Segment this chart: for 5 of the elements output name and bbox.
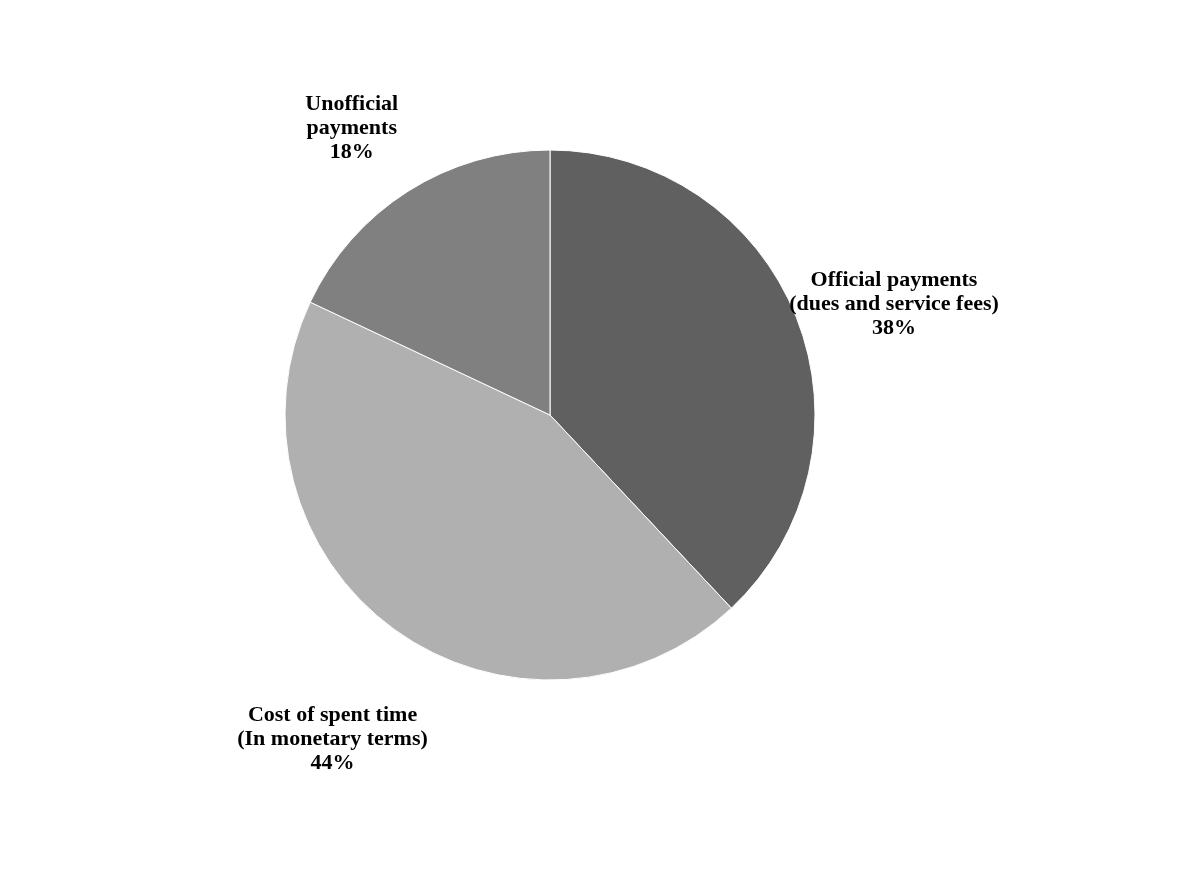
- slice-label: Official payments (dues and service fees): [789, 265, 999, 315]
- data-label: 44%: [310, 749, 355, 775]
- slice-label: Cost of spent time (In monetary terms): [237, 701, 428, 751]
- data-label: 38%: [872, 313, 917, 339]
- slice-label: Unofficial payments: [305, 89, 399, 139]
